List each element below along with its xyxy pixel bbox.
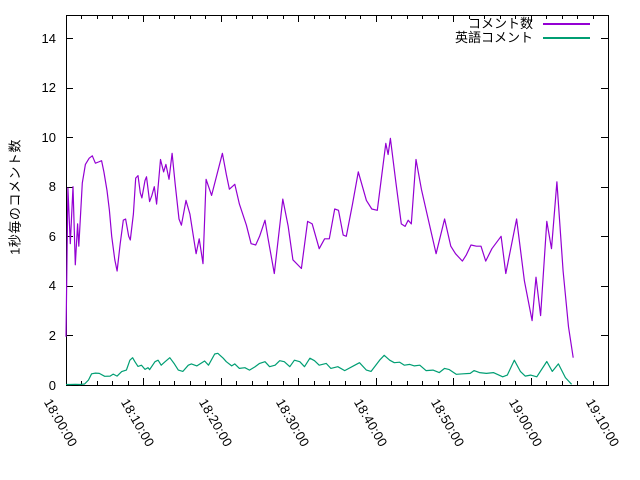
- y-tick-label: 12: [41, 80, 56, 96]
- y-tick-label: 8: [48, 179, 56, 195]
- legend-label-comments: コメント数: [467, 16, 533, 31]
- series-line: [66, 352, 573, 386]
- legend-line-sample-comments: [543, 23, 590, 25]
- y-tick-label: 0: [48, 377, 56, 393]
- y-tick-label: 6: [48, 228, 56, 244]
- legend: コメント数 英語コメント: [430, 17, 590, 45]
- legend-line-sample-english-comments: [543, 37, 590, 39]
- legend-item-english-comments: 英語コメント: [430, 31, 590, 45]
- y-tick-label: 2: [48, 327, 56, 343]
- series-line: [65, 137, 574, 358]
- y-tick-label: 10: [41, 129, 56, 145]
- legend-label-english-comments: 英語コメント: [454, 30, 533, 45]
- y-tick-label: 14: [41, 30, 56, 46]
- y-tick-label: 4: [48, 278, 56, 294]
- legend-item-comments: コメント数: [430, 17, 590, 31]
